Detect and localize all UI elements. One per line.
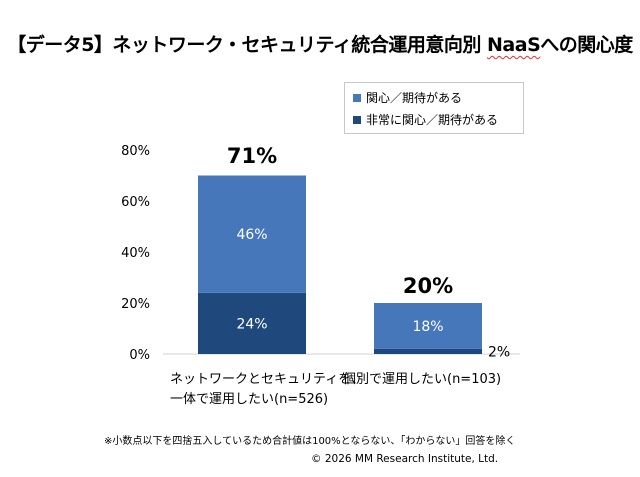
legend-label-strong-interest: 非常に関心／期待がある — [366, 113, 499, 127]
category-label-integrated-line1: ネットワークとセキュリティを、 — [170, 372, 365, 387]
legend-swatch-strong-interest — [353, 116, 361, 124]
category-label-integrated-line2: 一体で運用したい(n=526) — [170, 392, 329, 407]
total-label: 71% — [227, 144, 277, 168]
data-label: 46% — [236, 227, 267, 243]
footnote: ※小数点以下を四捨五入しているため合計値は100%とならない、「わからない」回答… — [104, 436, 516, 447]
chart-title-naas: NaaS — [487, 34, 541, 56]
chart-title-tail: への関心度 — [540, 34, 633, 56]
total-label: 20% — [403, 274, 453, 298]
y-tick-label: 20% — [121, 297, 150, 312]
category-label-integrated: ネットワークとセキュリティを、 一体で運用したい(n=526) — [170, 370, 364, 410]
legend-label-interest: 関心／期待がある — [366, 91, 463, 105]
y-tick-label: 60% — [121, 195, 150, 210]
data-label: 24% — [236, 316, 267, 332]
chart-legend: 関心／期待がある 非常に関心／期待がある — [344, 82, 524, 134]
category-label-separate: 個別で運用したい(n=103) — [343, 370, 501, 390]
chart-title-main: 【データ5】ネットワーク・セキュリティ統合運用意向別 — [7, 34, 488, 56]
bar-segment — [198, 175, 306, 293]
category-label-separate-line1: 個別で運用したい(n=103) — [343, 372, 502, 387]
legend-item-strong-interest: 非常に関心／期待がある — [353, 113, 498, 127]
data-label: 18% — [412, 319, 443, 335]
bar-segment — [374, 348, 482, 354]
y-tick-label: 80% — [121, 144, 150, 159]
y-tick-label: 40% — [121, 246, 150, 261]
bar-segment — [198, 292, 306, 354]
copyright: © 2026 MM Research Institute, Ltd. — [311, 453, 499, 465]
legend-swatch-interest — [353, 94, 361, 102]
data-label: 2% — [488, 344, 510, 360]
legend-item-interest: 関心／期待がある — [353, 91, 462, 105]
bar-segment — [374, 303, 482, 349]
chart-title: 【データ5】ネットワーク・セキュリティ統合運用意向別 NaaSへの関心度 — [0, 30, 640, 57]
y-tick-label: 0% — [129, 348, 150, 363]
